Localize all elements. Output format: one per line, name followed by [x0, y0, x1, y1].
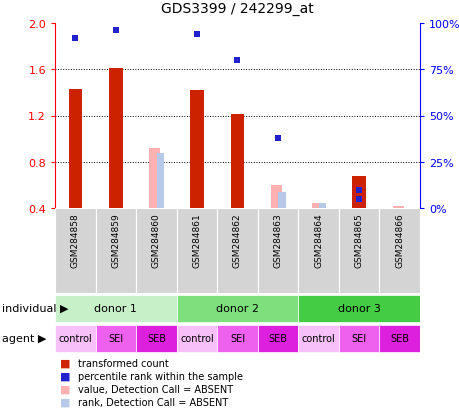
Bar — [338, 325, 379, 351]
Bar — [109, 69, 122, 209]
Bar — [95, 325, 136, 351]
Bar — [278, 192, 285, 209]
Bar — [319, 204, 325, 209]
Text: SEB: SEB — [268, 333, 287, 343]
Text: GSM284863: GSM284863 — [273, 213, 282, 267]
Text: donor 3: donor 3 — [337, 303, 380, 313]
Text: agent ▶: agent ▶ — [2, 333, 46, 343]
Text: GSM284865: GSM284865 — [354, 213, 363, 267]
Bar — [257, 325, 298, 351]
Bar — [68, 90, 82, 209]
Bar — [217, 325, 257, 351]
Text: control: control — [301, 333, 335, 343]
Bar — [338, 209, 379, 293]
Bar — [95, 209, 136, 293]
Bar — [176, 295, 298, 322]
Bar — [217, 209, 257, 293]
Text: GSM284860: GSM284860 — [151, 213, 161, 267]
Text: GSM284859: GSM284859 — [111, 213, 120, 267]
Text: value, Detection Call = ABSENT: value, Detection Call = ABSENT — [78, 384, 233, 394]
Text: ■: ■ — [60, 371, 70, 381]
Bar — [298, 325, 338, 351]
Text: control: control — [179, 333, 213, 343]
Bar — [157, 153, 164, 209]
Bar — [55, 295, 176, 322]
Bar — [257, 209, 298, 293]
Bar — [298, 295, 419, 322]
Text: GSM284866: GSM284866 — [394, 213, 403, 267]
Text: SEB: SEB — [146, 333, 166, 343]
Text: GSM284862: GSM284862 — [233, 213, 241, 267]
Text: GSM284864: GSM284864 — [313, 213, 322, 267]
Text: SEI: SEI — [230, 333, 245, 343]
Bar — [379, 209, 419, 293]
Bar — [136, 209, 176, 293]
Bar — [298, 209, 338, 293]
Bar — [392, 206, 403, 209]
Text: SEI: SEI — [108, 333, 123, 343]
Bar — [176, 325, 217, 351]
Bar — [136, 325, 176, 351]
Bar — [311, 204, 322, 209]
Bar — [149, 149, 160, 209]
Text: rank, Detection Call = ABSENT: rank, Detection Call = ABSENT — [78, 397, 228, 407]
Text: percentile rank within the sample: percentile rank within the sample — [78, 371, 243, 381]
Text: donor 1: donor 1 — [94, 303, 137, 313]
Text: transformed count: transformed count — [78, 358, 169, 368]
Text: control: control — [58, 333, 92, 343]
Text: SEB: SEB — [389, 333, 409, 343]
Bar — [270, 185, 281, 209]
Text: GDS3399 / 242299_at: GDS3399 / 242299_at — [161, 2, 313, 16]
Bar — [190, 91, 203, 209]
Text: ■: ■ — [60, 397, 70, 407]
Text: individual ▶: individual ▶ — [2, 303, 68, 313]
Bar — [379, 325, 419, 351]
Text: ■: ■ — [60, 384, 70, 394]
Text: donor 2: donor 2 — [216, 303, 258, 313]
Text: ■: ■ — [60, 358, 70, 368]
Bar — [230, 115, 244, 209]
Bar — [176, 209, 217, 293]
Text: SEI: SEI — [351, 333, 366, 343]
Bar — [55, 209, 95, 293]
Text: GSM284858: GSM284858 — [71, 213, 79, 267]
Text: GSM284861: GSM284861 — [192, 213, 201, 267]
Bar — [352, 176, 365, 209]
Bar — [55, 325, 95, 351]
